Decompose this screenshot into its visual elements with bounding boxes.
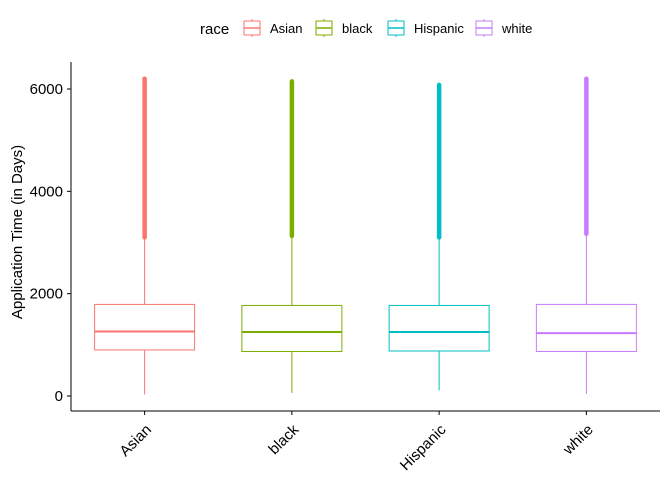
legend-key	[243, 19, 261, 37]
y-tick-label: 4000	[30, 183, 63, 200]
box-asian	[94, 76, 196, 395]
legend-label: black	[342, 21, 373, 36]
legend-label: Asian	[270, 21, 303, 36]
legend-item-black: black	[315, 19, 373, 37]
legend-key	[315, 19, 333, 37]
iqr-box	[388, 304, 490, 352]
iqr-box	[535, 303, 637, 352]
x-axis: Asian black Hispanic white	[116, 411, 597, 474]
box-white	[535, 76, 637, 394]
legend: race Asian black Hispanic white	[200, 19, 532, 38]
y-axis-label: Application Time (in Days)	[9, 145, 26, 319]
iqr-box	[241, 304, 343, 352]
box-black	[241, 79, 343, 393]
x-tick-label: Asian	[116, 421, 155, 460]
legend-item-hispanic: Hispanic	[387, 19, 464, 37]
legend-item-white: white	[475, 19, 532, 37]
box-hispanic	[388, 82, 490, 391]
y-tick-label: 2000	[30, 286, 63, 303]
y-tick-label: 6000	[30, 81, 63, 98]
iqr-box	[94, 303, 196, 351]
x-tick-label: Hispanic	[397, 421, 450, 474]
legend-label: Hispanic	[414, 21, 464, 36]
legend-title: race	[200, 21, 229, 38]
legend-key	[387, 19, 405, 37]
legend-key	[475, 19, 493, 37]
plot-area	[94, 76, 637, 395]
legend-item-asian: Asian	[243, 19, 303, 37]
y-tick-label: 0	[55, 388, 63, 405]
x-tick-label: black	[265, 421, 302, 458]
y-axis: 0 2000 4000 6000	[30, 81, 71, 405]
x-tick-label: white	[559, 421, 596, 458]
legend-label: white	[501, 21, 532, 36]
